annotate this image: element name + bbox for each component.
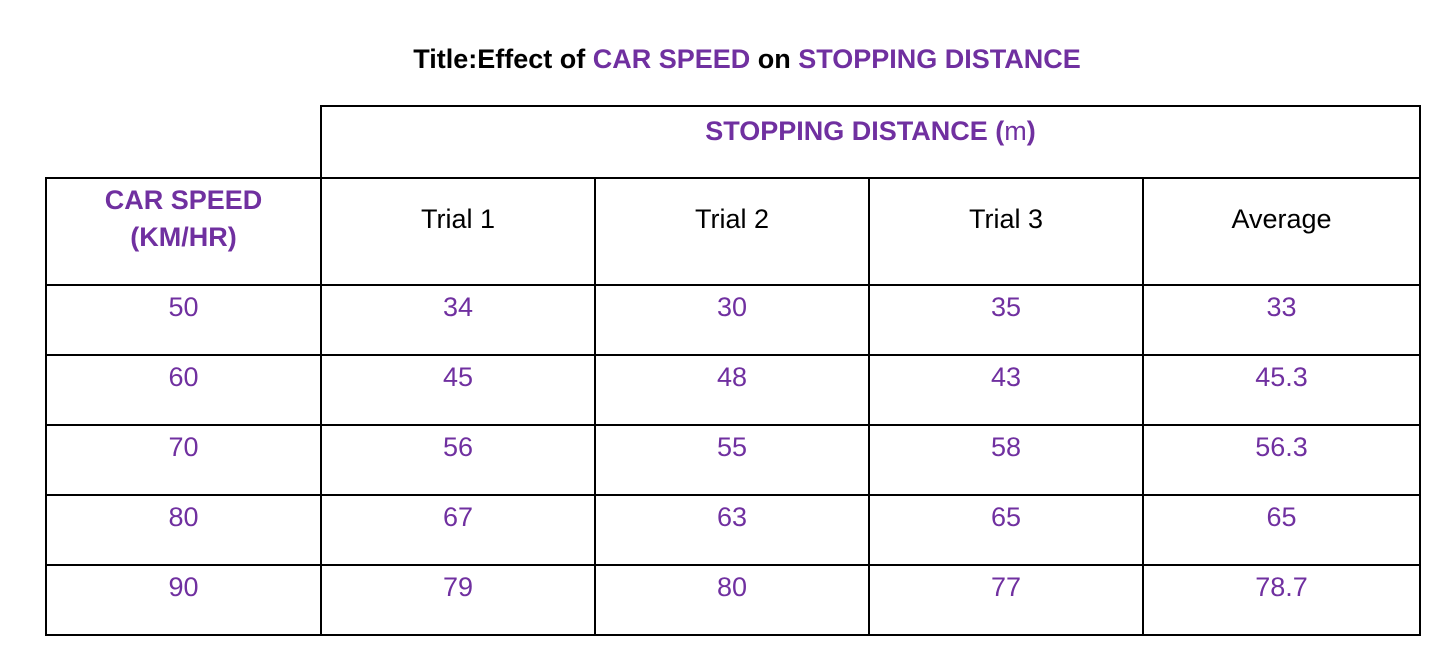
car-speed-header-cell: CAR SPEED (KM/HR)	[45, 177, 322, 286]
speed-cell: 50	[45, 284, 322, 356]
title-dependent-variable: STOPPING DISTANCE	[798, 44, 1081, 74]
group-header-label: STOPPING DISTANCE	[705, 116, 996, 146]
title-prefix: Title:Effect of	[413, 44, 593, 74]
trial-1-cell: 67	[320, 494, 596, 566]
column-header-trial-2: Trial 2	[594, 177, 870, 286]
table-row: 70 56 55 58 56.3	[45, 424, 1422, 496]
title-connector: on	[750, 44, 799, 74]
title-independent-variable: CAR SPEED	[592, 44, 751, 74]
average-cell: 65	[1141, 494, 1422, 566]
column-header-trial-1: Trial 1	[320, 177, 596, 286]
average-cell: 78.7	[1141, 564, 1422, 636]
trial-3-cell: 43	[868, 354, 1144, 426]
car-speed-header-line2: (KM/HR)	[130, 222, 237, 252]
average-cell: 33	[1141, 284, 1422, 356]
speed-cell: 80	[45, 494, 322, 566]
empty-corner-cell	[46, 106, 322, 179]
table-row: 50 34 30 35 33	[45, 284, 1422, 356]
trial-1-cell: 56	[320, 424, 596, 496]
column-header-trial-3: Trial 3	[868, 177, 1144, 286]
trial-2-cell: 55	[594, 424, 870, 496]
trial-1-cell: 34	[320, 284, 596, 356]
table-column-header-row: CAR SPEED (KM/HR) Trial 1 Trial 2 Trial 3…	[45, 177, 1422, 286]
table-group-header-row: STOPPING DISTANCE (m)	[46, 105, 1422, 179]
table-row: 60 45 48 43 45.3	[45, 354, 1422, 426]
group-header-paren-open: (	[995, 116, 1005, 146]
trial-3-cell: 65	[868, 494, 1144, 566]
speed-cell: 60	[45, 354, 322, 426]
column-header-average: Average	[1141, 177, 1422, 286]
car-speed-header-line1: CAR SPEED	[104, 185, 263, 215]
table-row: 80 67 63 65 65	[45, 494, 1422, 566]
trial-2-cell: 80	[594, 564, 870, 636]
average-cell: 56.3	[1141, 424, 1422, 496]
speed-cell: 70	[45, 424, 322, 496]
group-header-paren-close: )	[1026, 116, 1036, 146]
trial-3-cell: 58	[868, 424, 1144, 496]
trial-2-cell: 48	[594, 354, 870, 426]
trial-3-cell: 35	[868, 284, 1144, 356]
stopping-distance-group-header: STOPPING DISTANCE (m)	[319, 105, 1422, 179]
average-cell: 45.3	[1141, 354, 1422, 426]
trial-2-cell: 63	[594, 494, 870, 566]
page-title: Title:Effect of CAR SPEED on STOPPING DI…	[0, 41, 1454, 77]
results-table: STOPPING DISTANCE (m) CAR SPEED (KM/HR) T…	[45, 105, 1422, 636]
speed-cell: 90	[45, 564, 322, 636]
trial-1-cell: 45	[320, 354, 596, 426]
group-header-unit: m	[1004, 116, 1027, 146]
trial-2-cell: 30	[594, 284, 870, 356]
table-row: 90 79 80 77 78.7	[45, 564, 1422, 636]
trial-3-cell: 77	[868, 564, 1144, 636]
trial-1-cell: 79	[320, 564, 596, 636]
